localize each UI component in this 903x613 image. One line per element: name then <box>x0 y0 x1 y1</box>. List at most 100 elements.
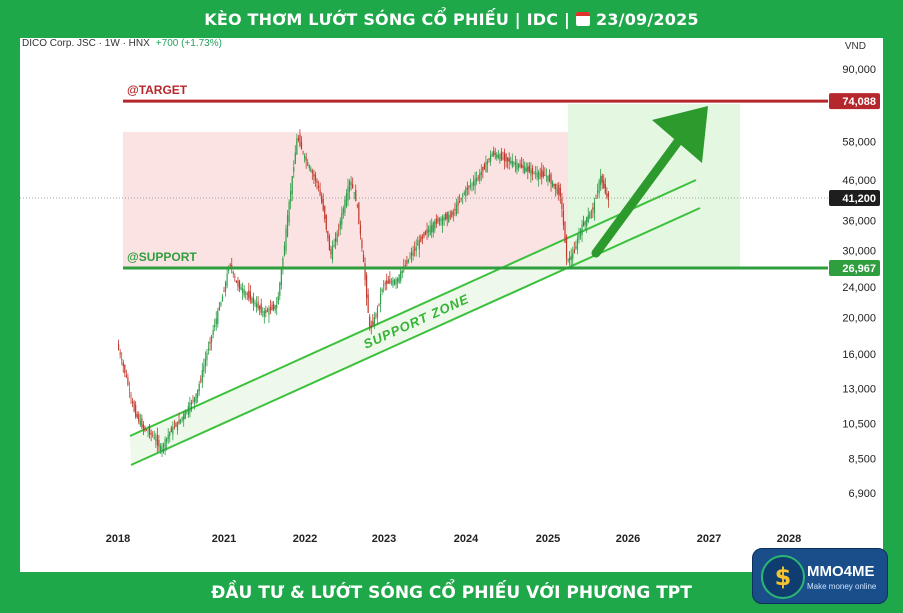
candle <box>586 217 588 227</box>
candle <box>282 258 284 270</box>
candle <box>417 244 419 246</box>
candle <box>581 224 583 236</box>
candle <box>606 193 608 197</box>
candle <box>128 388 131 390</box>
candle <box>224 282 227 292</box>
candle <box>183 413 185 421</box>
candle <box>542 171 544 177</box>
candle <box>314 174 317 181</box>
candle <box>297 138 299 140</box>
channel-lower-line <box>130 207 701 466</box>
candle <box>218 307 220 310</box>
candle <box>259 306 261 310</box>
candle <box>528 165 530 173</box>
candle <box>494 153 496 155</box>
candle <box>338 229 340 230</box>
candle <box>345 193 348 207</box>
candle <box>530 169 532 176</box>
candle <box>550 174 552 184</box>
candle <box>245 292 247 294</box>
candle <box>246 293 248 295</box>
candle <box>277 296 279 305</box>
candle <box>510 161 512 163</box>
y-axis: 90,000 58,000 46,000 36,000 30,000 24,000 20,0… <box>829 64 880 500</box>
candle <box>283 245 286 256</box>
candle <box>212 330 214 336</box>
change-text: +700 (+1.73%) <box>156 38 222 49</box>
candle <box>521 164 523 168</box>
candle <box>536 172 538 178</box>
candle <box>201 370 203 383</box>
candle <box>527 166 529 172</box>
candle <box>293 167 295 172</box>
candle <box>434 221 436 230</box>
candle <box>336 232 338 243</box>
candle <box>139 420 141 425</box>
candle <box>431 224 433 233</box>
candle <box>514 163 516 165</box>
candle <box>125 375 127 377</box>
candle <box>305 157 307 161</box>
candle <box>252 297 255 303</box>
candle <box>372 321 374 325</box>
y-tick-label: 36,000 <box>842 215 876 227</box>
calendar-icon <box>576 12 591 26</box>
candle <box>401 270 403 274</box>
candle <box>383 284 385 286</box>
candle <box>268 308 270 316</box>
candle <box>322 198 324 211</box>
candle <box>561 197 563 209</box>
candle <box>522 165 524 169</box>
candle <box>288 201 290 223</box>
candle <box>257 301 259 309</box>
candle <box>496 154 498 158</box>
candle <box>166 438 168 443</box>
candle <box>364 263 366 281</box>
candle <box>325 214 327 230</box>
candle <box>235 280 237 283</box>
candle <box>393 279 396 285</box>
candle <box>547 175 549 182</box>
candle <box>359 225 361 235</box>
candle <box>534 172 537 174</box>
candle <box>483 163 485 169</box>
candle <box>508 158 510 162</box>
candle <box>452 212 454 215</box>
candle <box>355 189 357 202</box>
candle <box>446 212 448 220</box>
candle <box>533 172 535 174</box>
candle <box>596 190 599 193</box>
candle <box>248 290 250 299</box>
candle <box>238 280 241 289</box>
candle <box>584 221 586 225</box>
candle <box>507 157 509 162</box>
candle <box>578 234 580 240</box>
candle <box>468 186 470 188</box>
candle <box>211 335 213 343</box>
candle <box>358 202 360 225</box>
top-banner: KÈO THƠM LƯỚT SÓNG CỔ PHIẾU | IDC | 23/0… <box>0 0 903 38</box>
candle <box>266 310 268 312</box>
candle <box>197 389 199 398</box>
logo-name: MMO4ME <box>807 563 875 580</box>
candle <box>348 181 351 192</box>
candle <box>156 435 158 446</box>
candle <box>310 168 312 172</box>
candle <box>471 183 473 185</box>
candle <box>553 183 555 187</box>
y-tick-label: 46,000 <box>842 175 876 187</box>
candle <box>169 432 171 436</box>
price-chart: @TARGET @SUPPORT 90,000 58,000 46,000 36,000… <box>20 38 880 545</box>
candle <box>184 410 186 419</box>
candle <box>576 238 578 250</box>
symbol-info-text: DICO Corp. JSC · 1W · HNX <box>22 38 150 49</box>
candle <box>525 168 527 172</box>
x-tick-label: 2027 <box>697 533 721 545</box>
dollar-icon: $ <box>761 555 805 599</box>
x-tick-label: 2024 <box>454 533 479 545</box>
candle <box>330 249 332 255</box>
candle <box>449 215 451 217</box>
candle <box>187 405 189 415</box>
mmo4me-logo: $ MMO4ME Make money online <box>752 548 888 604</box>
candle <box>317 185 320 188</box>
